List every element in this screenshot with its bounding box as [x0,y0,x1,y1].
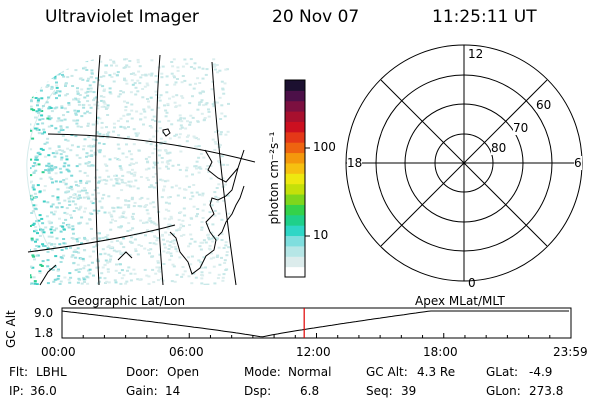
colorbar-segment [285,245,305,257]
timeline-tick-1800: 18:00 [423,345,458,359]
colorbar-tick-100: 100 [313,140,336,154]
colorbar-segment [285,194,305,205]
ip-label: IP: [9,384,24,398]
colorbar-segment [285,121,305,133]
mode-label: Mode: [244,365,281,379]
polar-label-12: 12 [468,47,484,61]
gc-alt-value: 4.3 Re [417,365,456,379]
timeline-tick-0600: 06:00 [169,345,204,359]
door-value: Open [167,365,200,379]
longitude-line [95,54,101,286]
glat-value: -4.9 [529,365,553,379]
uv-emission-speckles [30,58,231,285]
timeline-left-title: Geographic Lat/Lon [68,294,186,308]
colorbar-segment [285,162,305,174]
timeline-right-title: Apex MLat/MLT [415,294,505,308]
colorbar-segment [285,100,305,112]
timeline-tick-2359: 23:59 [553,345,588,359]
door-label: Door: [126,365,159,379]
colorbar-segment [285,204,305,216]
seq-label: Seq: [366,384,393,398]
colorbar-segment [285,235,305,247]
app-title: Ultraviolet Imager [45,7,199,27]
latitude-line [47,133,256,163]
polar-label-6: 6 [574,156,582,170]
polar-ring-label-80: 80 [491,141,507,155]
coastline [162,128,245,275]
mode-value: Normal [288,365,332,379]
polar-diagonal [380,79,548,247]
polar-label-0: 0 [468,276,476,290]
coastline [39,251,133,286]
colorbar-segment [285,173,305,185]
colorbar-tick-10: 10 [313,228,329,242]
glon-label: GLon: [486,384,521,398]
dsp-label: Dsp: [244,384,272,398]
colorbar-segment [285,80,305,91]
colorbar-segment [285,266,305,278]
colorbar-segment [285,256,305,268]
altitude-curve [61,310,569,338]
colorbar-segment [285,214,305,226]
ip-value: 36.0 [30,384,57,398]
seq-value: 39 [401,384,417,398]
glat-label: GLat: [486,365,519,379]
colorbar-segment [285,152,305,164]
colorbar-segment [285,225,305,237]
gc-alt-label: GC Alt: [366,365,408,379]
colorbar-segment [285,131,305,143]
colorbar-segment [285,90,305,102]
polar-label-18: 18 [347,156,363,170]
timeline-tick-0000: 00:00 [41,345,76,359]
glon-value: 273.8 [529,384,564,398]
timeline-tick-1200: 12:00 [296,345,331,359]
longitude-line [156,54,164,286]
timeline-y-bottom: 1.8 [34,326,54,340]
colorbar-segment [285,142,305,154]
colorbar-segment [285,183,305,195]
date-label: 20 Nov 07 [272,7,360,27]
polar-ring-label-60: 60 [536,98,552,112]
latitude-line [27,224,176,253]
dsp-value: 6.8 [300,384,320,398]
timeline-ticks [61,333,572,338]
time-label: 11:25:11 UT [432,7,537,27]
flt-value: LBHL [36,365,67,379]
gain-label: Gain: [126,384,158,398]
colorbar-segment [285,111,305,122]
timeline-y-top: 9.0 [34,306,54,320]
gain-value: 14 [165,384,181,398]
polar-ring-label-70: 70 [513,121,529,135]
flt-label: Flt: [9,365,28,379]
longitude-line [211,61,237,286]
